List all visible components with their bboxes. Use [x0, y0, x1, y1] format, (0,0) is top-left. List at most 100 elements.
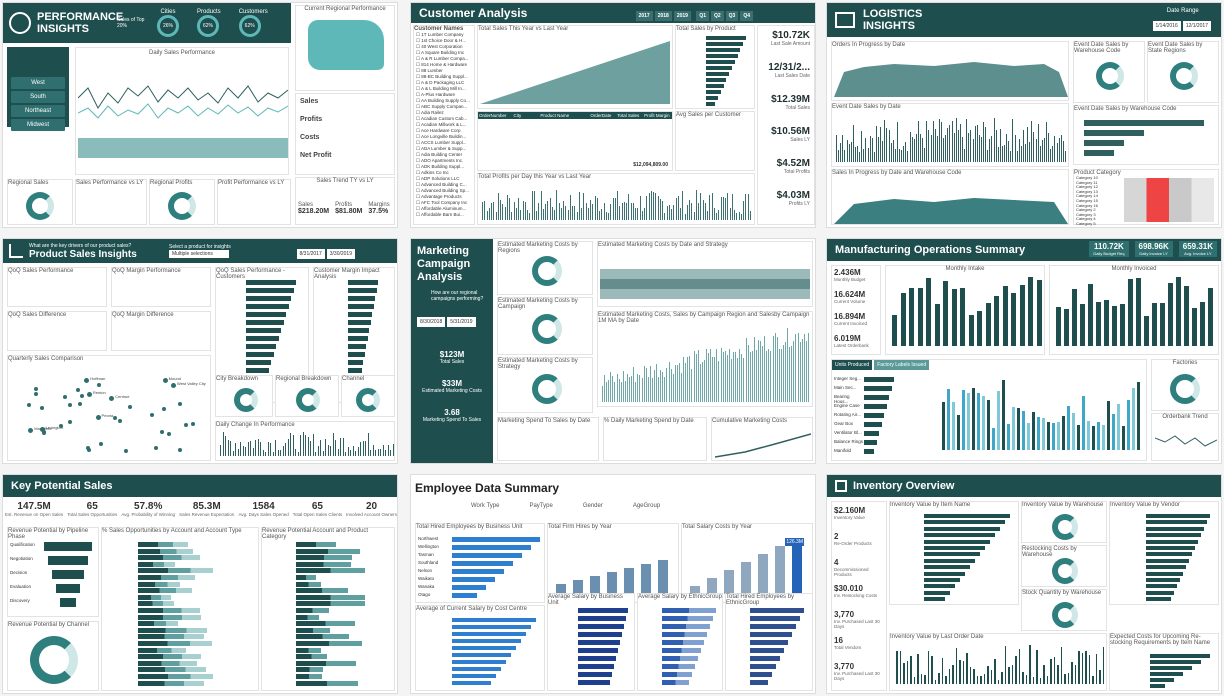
bar — [1064, 308, 1069, 346]
q1[interactable]: Q1 — [696, 10, 709, 21]
bar — [608, 212, 609, 220]
qoq-margin-chart: QoQ Margin Performance — [111, 267, 211, 307]
filter-pay-type[interactable]: PayType — [529, 503, 553, 509]
bar — [758, 340, 759, 402]
bar — [296, 548, 360, 554]
scatter-point — [112, 416, 117, 421]
bar — [662, 616, 713, 621]
bar — [672, 374, 674, 402]
bar — [1011, 665, 1013, 684]
filter-south[interactable]: South — [11, 91, 65, 103]
date-from-input[interactable]: 1/14/2016 — [1152, 21, 1181, 31]
bar — [296, 660, 356, 666]
list-item: ☐ 88-BC Building Suppl... — [416, 74, 468, 79]
bar — [1150, 660, 1201, 664]
bar — [945, 135, 947, 162]
bar — [711, 192, 713, 220]
filter-west[interactable]: West — [11, 77, 65, 89]
filter-work-type[interactable]: Work Type — [471, 503, 500, 509]
date-to-input[interactable]: 3/30/2019 — [326, 249, 355, 259]
kpi-card: 3,770 Inv. Purchased Last 30 Days — [834, 662, 886, 681]
kpi-label: Est. Revenue on Open Sales — [5, 512, 64, 517]
filter-northeast[interactable]: Northeast — [11, 105, 65, 117]
kpi-label: Sales LY — [790, 137, 810, 143]
bar — [1144, 315, 1149, 346]
donut-icon — [356, 388, 380, 412]
bar — [999, 129, 1001, 162]
bar — [1128, 279, 1133, 346]
filter-gender[interactable]: Gender — [582, 503, 603, 509]
bar — [614, 381, 616, 402]
bar — [1146, 552, 1192, 557]
chart-title: Event Date Sales by Date — [832, 104, 901, 110]
bar — [789, 346, 791, 402]
date-to-input[interactable]: 12/1/2017 — [1182, 21, 1211, 31]
bar — [138, 647, 186, 653]
chart-title: Avg Sales per Customer — [676, 112, 741, 118]
bar — [1146, 597, 1171, 602]
filter-age-group[interactable]: AgeGroup — [632, 503, 661, 509]
bar — [962, 137, 963, 162]
bar — [952, 401, 955, 450]
bar — [662, 680, 689, 685]
bar — [674, 364, 676, 402]
year-2019[interactable]: 2019 — [673, 10, 691, 21]
bar — [941, 657, 943, 684]
date-from-input[interactable]: 8/30/2018 — [417, 317, 446, 327]
bar — [687, 357, 689, 402]
bar — [524, 202, 526, 220]
sales-trend-card: Sales Trend TY vs LY Sales $218.20M Profi… — [295, 177, 395, 225]
date-from-input[interactable]: 8/31/2017 — [296, 249, 325, 259]
bar — [348, 336, 368, 341]
filter-midwest[interactable]: Midwest — [11, 119, 65, 131]
bar — [300, 435, 301, 456]
bar — [624, 381, 626, 402]
bar — [52, 570, 84, 579]
bar — [1087, 421, 1090, 450]
daily-sales-chart: Daily Sales Performance — [75, 47, 289, 175]
year-2018[interactable]: 2018 — [654, 10, 672, 21]
kpi-value: 57.8% — [133, 501, 163, 512]
year-2017[interactable]: 2017 — [635, 10, 653, 21]
kpi-label: Re-Order Products — [834, 541, 872, 546]
bar — [740, 213, 742, 220]
bar — [970, 129, 972, 162]
bar — [653, 191, 654, 220]
q4[interactable]: Q4 — [740, 10, 753, 21]
q2[interactable]: Q2 — [710, 10, 724, 21]
bar — [894, 149, 896, 162]
unit-label: Wanaka — [418, 584, 435, 589]
point-label: Mound — [168, 376, 181, 382]
salary-by-unit-chart: Average Salary by Business Unit — [547, 593, 635, 691]
bar — [639, 374, 641, 402]
bar — [452, 660, 506, 664]
bar — [701, 361, 703, 402]
kpi-label: Monthly Budget — [834, 277, 866, 282]
bar — [926, 278, 931, 346]
event-sales-date-chart: Event Date Sales by Date — [831, 103, 1069, 167]
bar — [578, 656, 616, 661]
kpi-ring: 62% — [238, 15, 261, 37]
bar — [1146, 514, 1210, 518]
bar — [671, 208, 672, 220]
kpi-label: Inv. Restocking Costs — [834, 593, 878, 598]
product-select[interactable]: Multiple selections — [169, 250, 229, 258]
kpi-label: Total Open Sales Clients — [292, 512, 343, 517]
bar — [290, 432, 291, 456]
product-header: What are the key drivers of our product … — [3, 239, 397, 263]
list-item: ☐ 88 Lumber — [416, 68, 443, 73]
bar — [242, 445, 244, 456]
bar — [1146, 520, 1207, 525]
kpi-card: 3,770 Inv. Purchased Last 30 Days — [834, 610, 886, 629]
bar — [659, 198, 661, 220]
scatter-point — [162, 407, 167, 412]
bar — [728, 348, 730, 402]
bar — [864, 431, 879, 436]
q3[interactable]: Q3 — [725, 10, 739, 21]
date-to-input[interactable]: 5/31/2019 — [447, 317, 476, 327]
tab-units-produced[interactable]: Units Produced — [832, 360, 873, 370]
bar — [245, 447, 246, 456]
tab-factory-labels[interactable]: Factory Labels Issued — [874, 360, 930, 370]
kpi-value: $2.160M — [834, 506, 866, 515]
bar — [1176, 276, 1181, 346]
